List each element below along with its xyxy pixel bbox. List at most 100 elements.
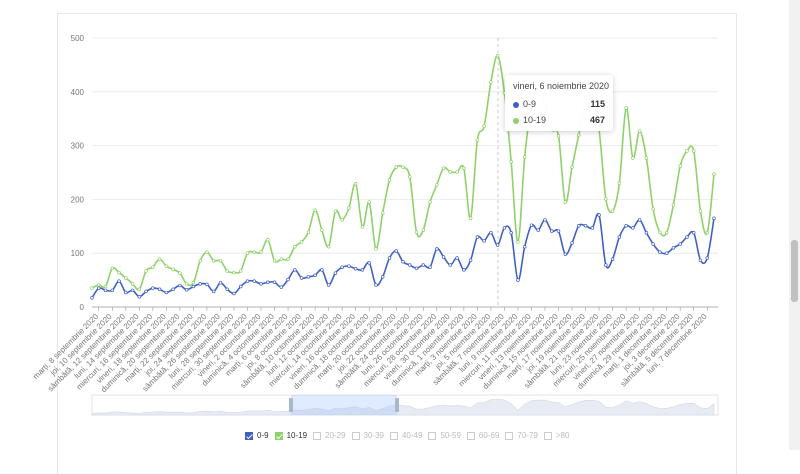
data-point[interactable] <box>489 80 493 84</box>
data-point[interactable] <box>110 266 115 271</box>
data-point[interactable] <box>144 269 148 273</box>
data-point[interactable] <box>685 149 689 153</box>
data-point[interactable] <box>462 268 466 272</box>
data-point[interactable] <box>408 175 412 179</box>
data-point[interactable] <box>157 287 162 291</box>
data-point[interactable] <box>455 256 459 260</box>
navigator-handle[interactable] <box>289 398 293 412</box>
data-point[interactable] <box>691 231 696 235</box>
data-point[interactable] <box>516 278 520 282</box>
data-point[interactable] <box>522 244 527 249</box>
data-point[interactable] <box>266 238 270 242</box>
data-point[interactable] <box>97 283 101 287</box>
data-point[interactable] <box>489 231 493 235</box>
data-point[interactable] <box>637 218 642 222</box>
data-point[interactable] <box>191 281 196 285</box>
data-point[interactable] <box>144 289 148 294</box>
data-point[interactable] <box>522 155 527 159</box>
data-point[interactable] <box>631 226 635 230</box>
data-point[interactable] <box>313 273 317 278</box>
data-point[interactable] <box>272 280 277 285</box>
legend-checkbox[interactable] <box>466 431 475 440</box>
data-point[interactable] <box>347 206 351 210</box>
data-point[interactable] <box>590 226 595 230</box>
data-point[interactable] <box>698 258 703 262</box>
data-point[interactable] <box>130 282 135 286</box>
data-point[interactable] <box>90 286 94 290</box>
data-point[interactable] <box>448 263 453 267</box>
data-point[interactable] <box>299 240 304 244</box>
data-point[interactable] <box>205 250 209 254</box>
data-point[interactable] <box>556 134 561 138</box>
legend-item-0-9[interactable]: 0-9 <box>245 431 269 440</box>
data-point[interactable] <box>340 218 344 222</box>
data-point[interactable] <box>664 251 669 255</box>
navigator-selection[interactable] <box>291 395 397 415</box>
data-point[interactable] <box>326 283 331 287</box>
data-point[interactable] <box>124 290 128 295</box>
data-point[interactable] <box>678 164 682 168</box>
legend-checkbox[interactable] <box>245 431 253 440</box>
data-point[interactable] <box>617 235 622 239</box>
data-point[interactable] <box>570 165 574 169</box>
data-point[interactable] <box>191 284 196 289</box>
legend-item-20-29[interactable]: 20-29 <box>313 431 346 440</box>
data-point[interactable] <box>171 287 175 291</box>
data-point[interactable] <box>597 213 601 217</box>
legend-checkbox[interactable] <box>351 431 360 440</box>
data-point[interactable] <box>252 279 257 283</box>
data-point[interactable] <box>691 149 696 153</box>
data-point[interactable] <box>137 287 142 291</box>
data-point[interactable] <box>238 269 243 273</box>
data-point[interactable] <box>97 286 101 290</box>
data-point[interactable] <box>380 211 385 215</box>
data-point[interactable] <box>543 218 547 222</box>
legend-checkbox[interactable] <box>428 431 437 440</box>
data-point[interactable] <box>516 240 520 244</box>
data-point[interactable] <box>671 203 676 207</box>
data-point[interactable] <box>164 290 169 295</box>
data-point[interactable] <box>238 284 243 289</box>
data-point[interactable] <box>178 283 182 288</box>
data-point[interactable] <box>293 244 297 249</box>
data-point[interactable] <box>549 229 554 233</box>
data-point[interactable] <box>509 159 513 164</box>
data-point[interactable] <box>637 129 642 133</box>
data-point[interactable] <box>468 216 473 220</box>
data-point[interactable] <box>245 279 250 283</box>
data-point[interactable] <box>502 226 507 230</box>
data-point[interactable] <box>664 231 669 235</box>
data-point[interactable] <box>462 166 466 170</box>
data-point[interactable] <box>306 275 311 279</box>
data-point[interactable] <box>624 106 628 110</box>
data-point[interactable] <box>178 271 182 275</box>
data-point[interactable] <box>624 224 628 228</box>
data-point[interactable] <box>610 209 615 213</box>
data-point[interactable] <box>353 182 358 186</box>
legend-item->80[interactable]: >80 <box>543 431 569 440</box>
legend-item-30-39[interactable]: 30-39 <box>351 431 384 440</box>
data-point[interactable] <box>387 256 392 260</box>
data-point[interactable] <box>685 235 689 239</box>
data-point[interactable] <box>563 252 568 257</box>
data-point[interactable] <box>306 230 311 234</box>
data-point[interactable] <box>671 246 676 250</box>
data-point[interactable] <box>428 200 432 204</box>
data-point[interactable] <box>604 263 608 267</box>
data-point[interactable] <box>698 209 703 213</box>
data-point[interactable] <box>651 207 655 211</box>
data-point[interactable] <box>211 289 216 294</box>
data-point[interactable] <box>421 263 426 267</box>
data-point[interactable] <box>347 264 351 268</box>
data-point[interactable] <box>468 258 473 262</box>
data-point[interactable] <box>293 268 297 272</box>
data-point[interactable] <box>266 280 270 285</box>
data-point[interactable] <box>164 264 169 268</box>
data-point[interactable] <box>313 208 317 212</box>
data-point[interactable] <box>556 229 561 233</box>
legend-checkbox[interactable] <box>313 431 322 440</box>
data-point[interactable] <box>110 288 115 293</box>
data-point[interactable] <box>184 282 189 286</box>
legend-item-50-59[interactable]: 50-59 <box>428 431 461 440</box>
data-point[interactable] <box>421 228 426 232</box>
